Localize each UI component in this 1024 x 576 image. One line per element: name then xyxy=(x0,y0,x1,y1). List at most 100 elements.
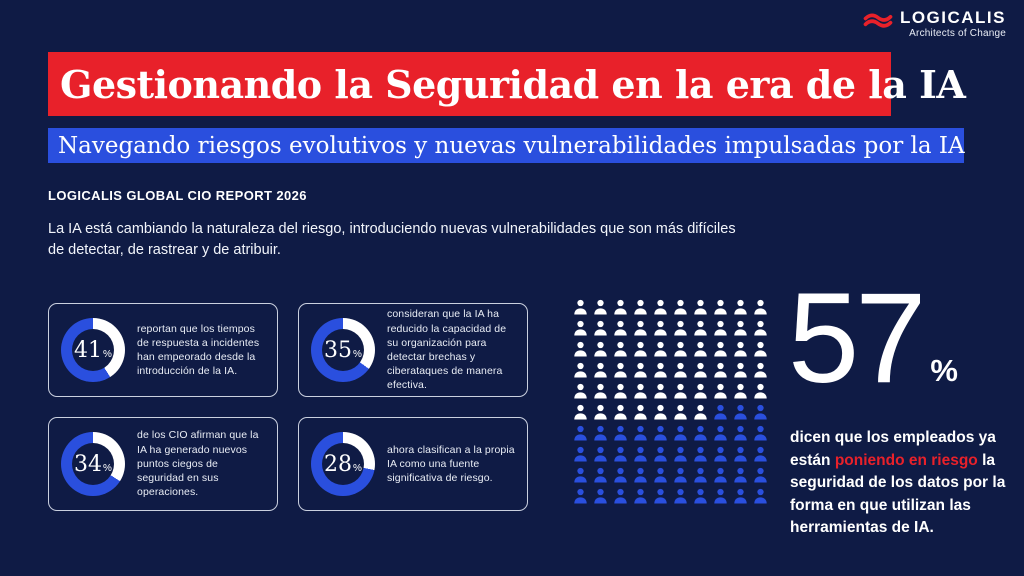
intro-text: La IA está cambiando la naturaleza del r… xyxy=(48,221,736,258)
person-icon xyxy=(632,362,649,379)
donut-unit: % xyxy=(103,348,112,360)
donut-chart-35: 35 % xyxy=(311,318,375,382)
person-icon xyxy=(692,404,709,421)
person-icon xyxy=(632,425,649,442)
person-icon xyxy=(672,341,689,358)
person-icon xyxy=(572,341,589,358)
donut-chart-34: 34 % xyxy=(61,432,125,496)
person-icon xyxy=(612,404,629,421)
person-icon xyxy=(652,299,669,316)
person-icon xyxy=(572,362,589,379)
person-icon xyxy=(752,341,769,358)
donut-value: 28 xyxy=(324,451,353,477)
headline-text-highlight: poniendo en riesgo xyxy=(834,451,978,469)
donut-value: 35 xyxy=(324,337,353,363)
person-icon xyxy=(732,341,749,358)
person-icon xyxy=(672,320,689,337)
person-icon xyxy=(752,425,769,442)
person-icon xyxy=(752,488,769,505)
person-icon xyxy=(672,488,689,505)
person-icon xyxy=(652,362,669,379)
person-icon xyxy=(752,320,769,337)
headline-text-after: la seguridad de los datos por la forma e… xyxy=(790,451,1006,537)
person-icon xyxy=(752,362,769,379)
person-icon xyxy=(572,425,589,442)
person-icon xyxy=(712,425,729,442)
stats-grid: 41 % reportan que los tiempos de respues… xyxy=(48,303,528,511)
headline-text-before: dicen que los empleados ya están xyxy=(790,429,996,469)
person-icon xyxy=(612,446,629,463)
donut-label: 41 % xyxy=(74,338,112,363)
logo-name: LOGICALIS xyxy=(899,8,1006,27)
person-icon xyxy=(692,341,709,358)
person-icon xyxy=(652,467,669,484)
headline-unit: % xyxy=(930,353,958,388)
person-icon xyxy=(632,320,649,337)
person-icon xyxy=(632,299,649,316)
stat-text: consideran que la IA ha reducido la capa… xyxy=(387,308,507,392)
headline-text: dicen que los empleados ya están poniend… xyxy=(790,427,1024,540)
donut-chart-28: 28 % xyxy=(311,432,375,496)
person-icon xyxy=(612,299,629,316)
page-subtitle: Navegando riesgos evolutivos y nuevas vu… xyxy=(58,132,965,159)
person-icon xyxy=(692,446,709,463)
stat-card-35: 35 % consideran que la IA ha reducido la… xyxy=(298,303,528,397)
person-icon xyxy=(592,425,609,442)
person-icon xyxy=(612,488,629,505)
person-icon xyxy=(632,341,649,358)
person-icon xyxy=(652,446,669,463)
stat-card-34: 34 % de los CIO afirman que la IA ha gen… xyxy=(48,417,278,511)
person-icon xyxy=(632,446,649,463)
person-icon xyxy=(652,404,669,421)
stat-text: reportan que los tiempos de respuesta a … xyxy=(137,322,260,378)
person-icon xyxy=(712,320,729,337)
logo-swoosh-icon xyxy=(863,13,893,28)
title-banner: Gestionando la Seguridad en la era de la… xyxy=(48,52,966,116)
person-icon xyxy=(732,425,749,442)
headline-value: 57 xyxy=(788,267,926,410)
person-icon xyxy=(692,467,709,484)
stat-card-41: 41 % reportan que los tiempos de respues… xyxy=(48,303,278,397)
person-icon xyxy=(592,362,609,379)
headline-stat: 57 % xyxy=(788,267,958,410)
person-icon xyxy=(612,425,629,442)
person-icon xyxy=(612,383,629,400)
person-icon xyxy=(572,488,589,505)
person-icon xyxy=(612,467,629,484)
donut-unit: % xyxy=(353,462,362,474)
person-icon xyxy=(732,467,749,484)
person-icon xyxy=(672,446,689,463)
donut-chart-41: 41 % xyxy=(61,318,125,382)
person-icon xyxy=(652,383,669,400)
person-icon xyxy=(712,299,729,316)
person-icon xyxy=(592,488,609,505)
pictogram-grid xyxy=(572,299,772,506)
person-icon xyxy=(672,404,689,421)
person-icon xyxy=(672,467,689,484)
person-icon xyxy=(712,467,729,484)
person-icon xyxy=(572,404,589,421)
stat-card-28: 28 % ahora clasifican a la propia IA com… xyxy=(298,417,528,511)
person-icon xyxy=(732,446,749,463)
person-icon xyxy=(692,425,709,442)
person-icon xyxy=(572,320,589,337)
person-icon xyxy=(652,341,669,358)
person-icon xyxy=(672,425,689,442)
person-icon xyxy=(592,320,609,337)
person-icon xyxy=(592,467,609,484)
person-icon xyxy=(712,404,729,421)
person-icon xyxy=(612,362,629,379)
person-icon xyxy=(572,383,589,400)
report-label: LOGICALIS GLOBAL CIO REPORT 2026 xyxy=(48,188,307,203)
person-icon xyxy=(572,299,589,316)
person-icon xyxy=(752,299,769,316)
person-icon xyxy=(732,362,749,379)
logo-tagline: Architects of Change xyxy=(909,28,1006,39)
person-icon xyxy=(672,383,689,400)
person-icon xyxy=(572,467,589,484)
person-icon xyxy=(612,320,629,337)
person-icon xyxy=(632,488,649,505)
person-icon xyxy=(592,383,609,400)
person-icon xyxy=(672,362,689,379)
person-icon xyxy=(652,320,669,337)
